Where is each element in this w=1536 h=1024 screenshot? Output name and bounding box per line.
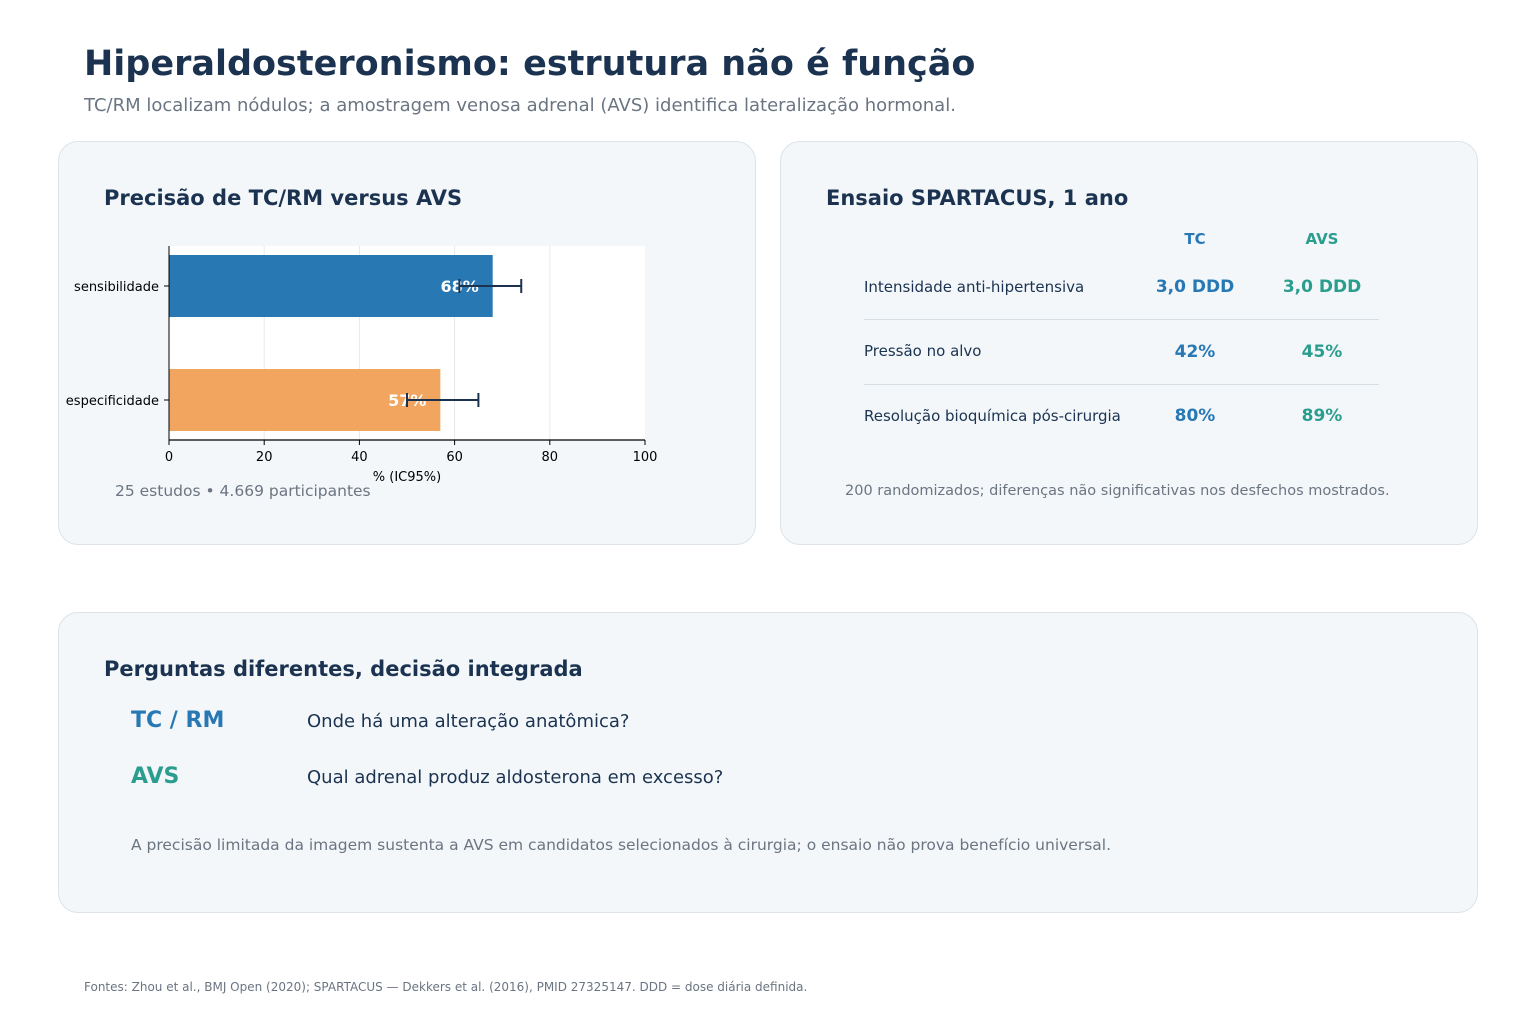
row-value-target-pressure-tc: 42% (1174, 342, 1216, 362)
page-title: Hiperaldosteronismo: estrutura não é fun… (84, 44, 976, 84)
x-tick-label: 60 (446, 450, 463, 465)
x-tick-label: 0 (165, 450, 173, 465)
row-value-target-pressure-avs: 45% (1301, 342, 1343, 362)
row-label-target-pressure: Pressão no alvo (864, 342, 982, 360)
questions-note: A precisão limitada da imagem sustenta a… (131, 836, 1112, 854)
question-key-tc-rm: TC / RM (131, 708, 225, 733)
x-tick-label: 100 (633, 450, 658, 465)
question-text-avs: Qual adrenal produz aldosterona em exces… (307, 767, 724, 788)
sources-footer: Fontes: Zhou et al., BMJ Open (2020); SP… (84, 980, 808, 994)
trial-card (780, 141, 1478, 545)
column-header-tc: TC (1184, 230, 1206, 248)
row-label-biochemical-resolution: Resolução bioquímica pós-cirurgia (864, 407, 1121, 425)
row-divider (864, 384, 1379, 385)
row-label-intensity: Intensidade anti-hipertensiva (864, 278, 1085, 296)
category-label-especificidade: especificidade (66, 394, 159, 409)
row-value-intensity-tc: 3,0 DDD (1155, 277, 1235, 297)
category-label-sensibilidade: sensibilidade (74, 280, 159, 295)
x-tick-label: 40 (351, 450, 368, 465)
x-axis-label: % (IC95%) (373, 470, 441, 485)
accuracy-note: 25 estudos • 4.669 participantes (115, 482, 371, 500)
row-value-biochemical-resolution-avs: 89% (1301, 406, 1343, 426)
page-subtitle: TC/RM localizam nódulos; a amostragem ve… (84, 95, 956, 116)
x-tick-label: 20 (256, 450, 273, 465)
trial-card-title: Ensaio SPARTACUS, 1 ano (826, 186, 1129, 210)
trial-note: 200 randomizados; diferenças não signifi… (845, 483, 1390, 499)
column-header-avs: AVS (1305, 230, 1339, 248)
question-text-tc-rm: Onde há uma alteração anatômica? (307, 711, 630, 732)
bar-especificidade (169, 369, 441, 431)
accuracy-card-title: Precisão de TC/RM versus AVS (104, 186, 463, 210)
questions-card (58, 612, 1478, 913)
question-key-avs: AVS (131, 764, 180, 789)
bar-sensibilidade (169, 255, 493, 317)
row-divider (864, 319, 1379, 320)
row-value-biochemical-resolution-tc: 80% (1174, 406, 1216, 426)
questions-card-title: Perguntas diferentes, decisão integrada (104, 657, 583, 681)
x-tick-label: 80 (542, 450, 559, 465)
row-value-intensity-avs: 3,0 DDD (1282, 277, 1362, 297)
